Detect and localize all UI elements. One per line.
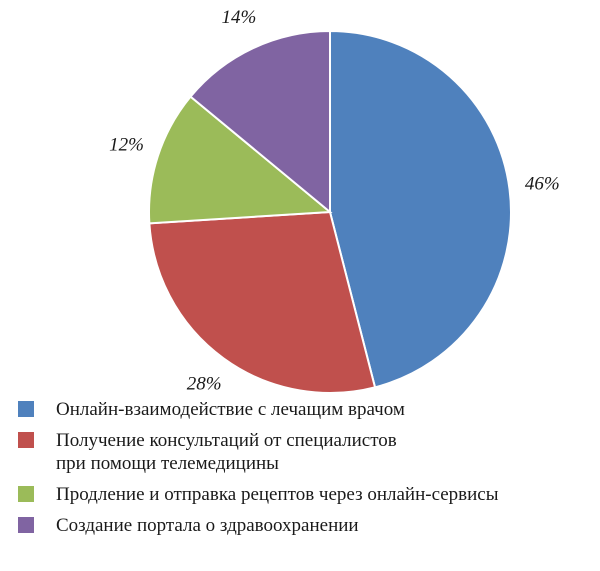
legend-label-1: Получение консультаций от специалистов п… [56,430,397,474]
pie-chart: 46% 28% 12% 14% [109,7,560,395]
data-label-online-doctor: 46% [525,174,560,195]
pie-labels: 46% 28% 12% 14% [109,7,560,395]
legend-swatch-3 [18,517,34,533]
legend: Онлайн-взаимодействие с лечащим врачом П… [18,398,593,545]
legend-swatch-1 [18,432,34,448]
legend-swatch-2 [18,486,34,502]
pie-slice-prescriptions [148,95,333,225]
legend-item-0: Онлайн-взаимодействие с лечащим врачом [18,398,593,421]
legend-label-2: Продление и отправка рецептов через онла… [56,484,499,505]
data-label-prescriptions: 12% [109,134,144,155]
data-label-telemedicine: 28% [187,373,222,394]
legend-item-1: Получение консультаций от специалистов п… [18,429,593,475]
pie-slice-portal [189,29,331,215]
legend-label-3: Создание портала о здравоохранении [56,515,359,536]
legend-item-2: Продление и отправка рецептов через онла… [18,483,593,506]
pie-slices [148,29,512,394]
legend-swatch-0 [18,401,34,417]
pie-slice-online-doctor [329,29,512,389]
legend-label-0: Онлайн-взаимодействие с лечащим врачом [56,399,405,420]
pie-slice-telemedicine [148,210,377,394]
data-label-portal: 14% [221,7,256,28]
legend-item-3: Создание портала о здравоохранении [18,514,593,537]
